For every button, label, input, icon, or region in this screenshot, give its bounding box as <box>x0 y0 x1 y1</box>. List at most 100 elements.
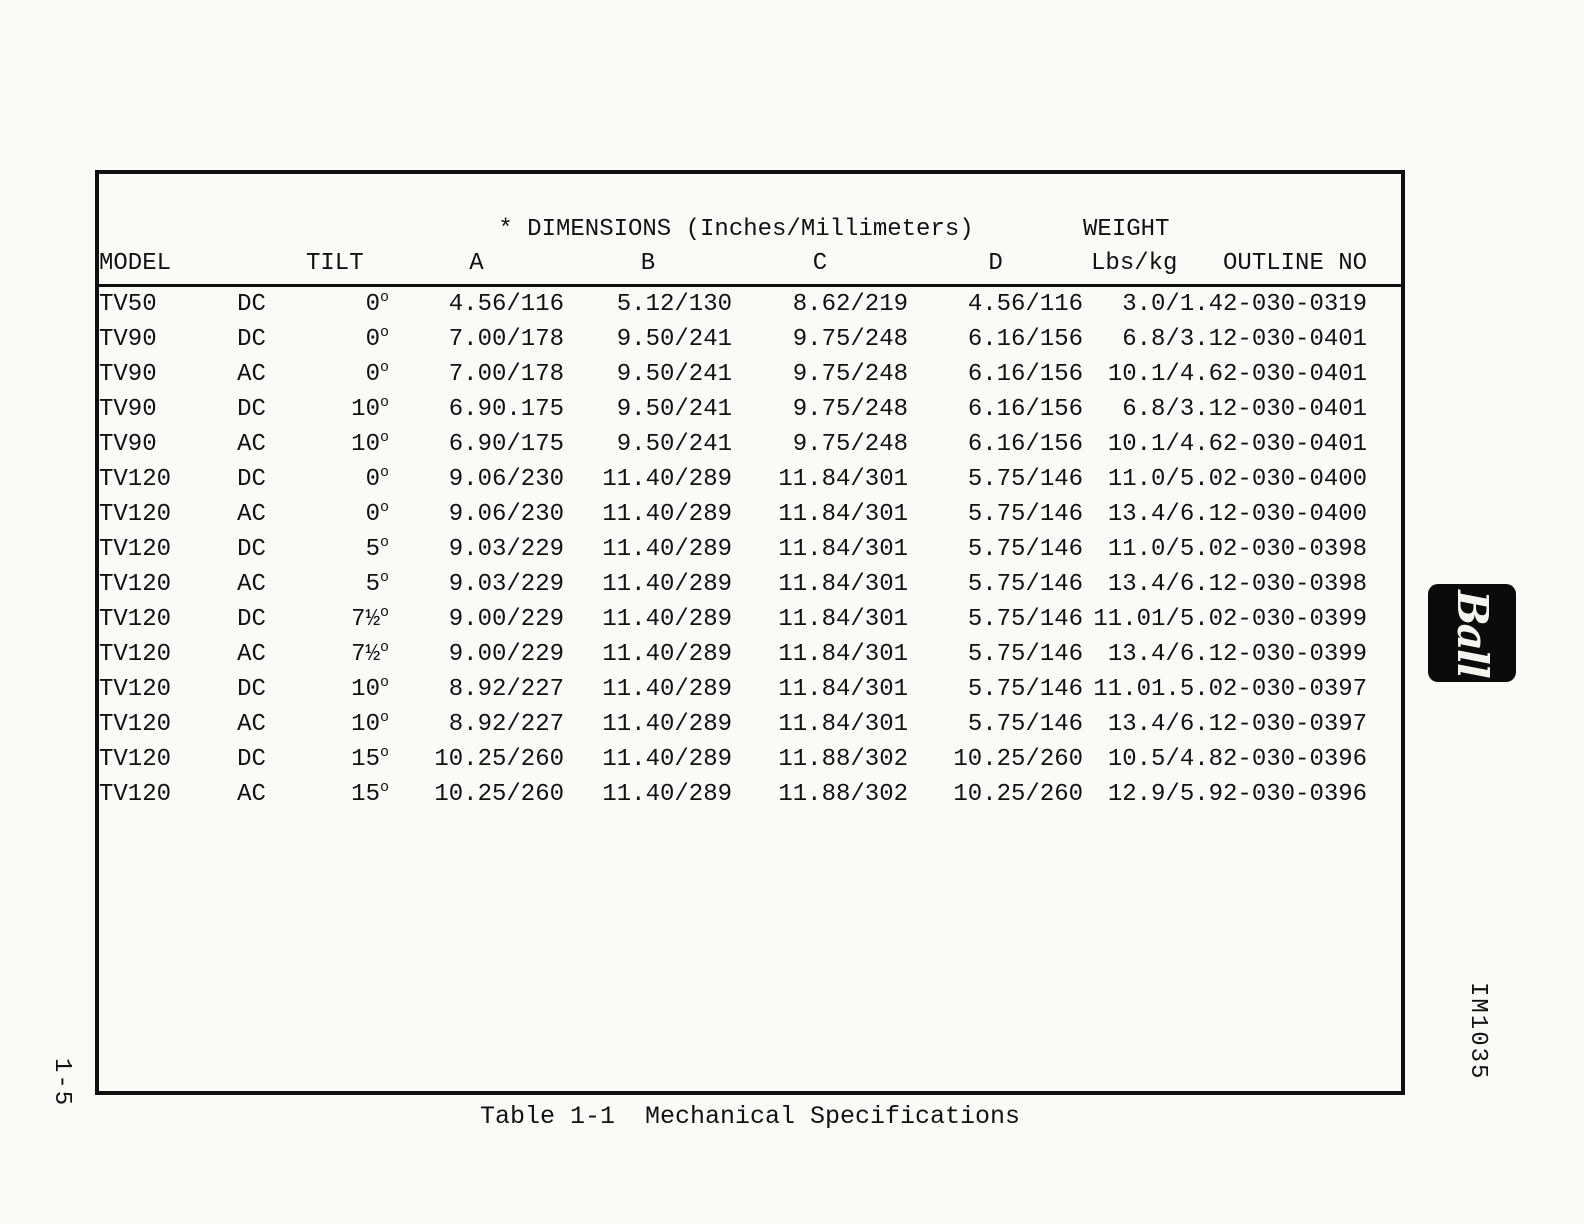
degree-superscript: o <box>379 779 389 796</box>
cell-c: 9.75/248 <box>792 326 908 353</box>
mechanical-specs-table: * DIMENSIONS (Inches/Millimeters) WEIGHT… <box>99 214 1402 813</box>
degree-superscript: o <box>379 429 389 446</box>
cell-tilt: 7½o <box>351 639 389 668</box>
cell-d: 5.75/146 <box>967 711 1084 738</box>
cell-outline: 2-030-0397 <box>1223 676 1368 703</box>
cell-outline: 2-030-0401 <box>1223 396 1368 423</box>
cell-b: 11.40/289 <box>602 676 732 703</box>
degree-superscript: o <box>379 359 389 376</box>
cell-b: 11.40/289 <box>602 571 732 598</box>
degree-superscript: o <box>379 569 389 586</box>
cell-power: AC <box>237 501 266 528</box>
cell-tilt: 0o <box>365 499 389 528</box>
cell-d: 6.16/156 <box>967 396 1084 423</box>
degree-superscript: o <box>379 604 389 621</box>
cell-a: 9.06/230 <box>448 466 564 493</box>
cell-outline: 2-030-0397 <box>1223 711 1368 738</box>
cell-c: 11.84/301 <box>778 466 908 493</box>
cell-weight: 11.01/5.0 <box>1093 606 1224 633</box>
spacer-cell <box>1223 214 1401 246</box>
cell-power: DC <box>237 536 266 563</box>
cell-b: 9.50/241 <box>616 326 732 353</box>
cell-c: 11.84/301 <box>778 676 908 703</box>
table-caption: Table 1-1 Mechanical Specifications <box>479 1102 1021 1131</box>
cell-model: TV120 <box>99 711 172 738</box>
cell-tilt: 0o <box>365 464 389 493</box>
cell-power: DC <box>237 326 266 353</box>
cell-d: 5.75/146 <box>967 466 1084 493</box>
table-row: TV90 DC 10o 6.90.175 9.50/241 9.75/248 6.16/15… <box>99 392 1401 427</box>
cell-outline: 2-030-0401 <box>1223 361 1368 388</box>
cell-power: DC <box>237 396 266 423</box>
cell-tilt: 0o <box>365 289 389 318</box>
cell-power: AC <box>237 361 266 388</box>
cell-outline: 2-030-0401 <box>1223 431 1368 458</box>
cell-weight: 11.0/5.0 <box>1107 466 1224 493</box>
cell-b: 11.40/289 <box>602 711 732 738</box>
table-row: TV120 DC 5o 9.03/229 11.40/289 11.84/301 5.75/… <box>99 532 1401 567</box>
cell-tilt: 10o <box>351 709 389 738</box>
table-row: TV120 AC 15o 10.25/260 11.40/289 11.88/302 10.… <box>99 777 1401 812</box>
column-header-model: MODEL <box>99 246 209 287</box>
cell-a: 9.03/229 <box>448 536 564 563</box>
cell-power: DC <box>237 746 266 773</box>
cell-weight: 13.4/6.1 <box>1107 711 1224 738</box>
cell-power: DC <box>237 606 266 633</box>
cell-b: 11.40/289 <box>602 466 732 493</box>
cell-d: 5.75/146 <box>967 606 1084 633</box>
cell-weight: 6.8/3.1 <box>1122 326 1224 353</box>
document-code: IM1035 <box>1464 982 1491 1081</box>
cell-b: 11.40/289 <box>602 536 732 563</box>
cell-c: 9.75/248 <box>792 396 908 423</box>
cell-a: 10.25/260 <box>434 746 564 773</box>
cell-d: 5.75/146 <box>967 501 1084 528</box>
cell-c: 11.88/302 <box>778 781 908 808</box>
cell-outline: 2-030-0396 <box>1223 781 1368 808</box>
table-row: TV120 AC 5o 9.03/229 11.40/289 11.84/301 5.75/… <box>99 567 1401 602</box>
table-row: TV120 DC 0o 9.06/230 11.40/289 11.84/301 5.75/… <box>99 462 1401 497</box>
cell-a: 7.00/178 <box>448 326 564 353</box>
cell-tilt: 15o <box>351 779 389 808</box>
cell-outline: 2-030-0398 <box>1223 571 1368 598</box>
cell-outline: 2-030-0400 <box>1223 466 1368 493</box>
cell-outline: 2-030-0396 <box>1223 746 1368 773</box>
cell-outline: 2-030-0398 <box>1223 536 1368 563</box>
cell-d: 10.25/260 <box>953 746 1084 773</box>
degree-superscript: o <box>379 464 389 481</box>
degree-superscript: o <box>379 324 389 341</box>
table-row: TV120 AC 7½o 9.00/229 11.40/289 11.84/301 5.75… <box>99 637 1401 672</box>
ball-logo-text: Ball <box>1447 589 1497 677</box>
cell-c: 11.84/301 <box>778 536 908 563</box>
degree-superscript: o <box>379 744 389 761</box>
cell-model: TV120 <box>99 746 172 773</box>
cell-weight: 11.01.5.0 <box>1093 676 1224 703</box>
cell-weight: 10.5/4.8 <box>1107 746 1224 773</box>
column-header-d: D <box>908 246 1084 287</box>
cell-c: 11.84/301 <box>778 641 908 668</box>
cell-b: 11.40/289 <box>602 641 732 668</box>
cell-weight: 11.0/5.0 <box>1107 536 1224 563</box>
cell-tilt: 0o <box>365 359 389 388</box>
cell-power: AC <box>237 431 266 458</box>
cell-tilt: 7½o <box>351 604 389 633</box>
cell-c: 11.84/301 <box>778 501 908 528</box>
cell-weight: 6.8/3.1 <box>1122 396 1224 423</box>
cell-c: 9.75/248 <box>792 431 908 458</box>
spacer-cell <box>99 214 389 246</box>
degree-superscript: o <box>379 499 389 516</box>
cell-power: AC <box>237 781 266 808</box>
cell-outline: 2-030-0401 <box>1223 326 1368 353</box>
cell-model: TV120 <box>99 641 172 668</box>
cell-power: DC <box>237 291 266 318</box>
cell-model: TV120 <box>99 466 172 493</box>
degree-superscript: o <box>379 534 389 551</box>
cell-d: 5.75/146 <box>967 536 1084 563</box>
cell-power: AC <box>237 711 266 738</box>
cell-a: 9.00/229 <box>448 606 564 633</box>
spec-table-body: TV50 DC 0o 4.56/116 5.12/130 8.62/219 4.56/116… <box>99 286 1401 813</box>
table-row: TV120 DC 10o 8.92/227 11.40/289 11.84/301 5.75… <box>99 672 1401 707</box>
cell-d: 6.16/156 <box>967 326 1084 353</box>
cell-model: TV120 <box>99 501 172 528</box>
cell-outline: 2-030-0319 <box>1223 291 1368 318</box>
dimensions-header: * DIMENSIONS (Inches/Millimeters) <box>498 216 974 243</box>
